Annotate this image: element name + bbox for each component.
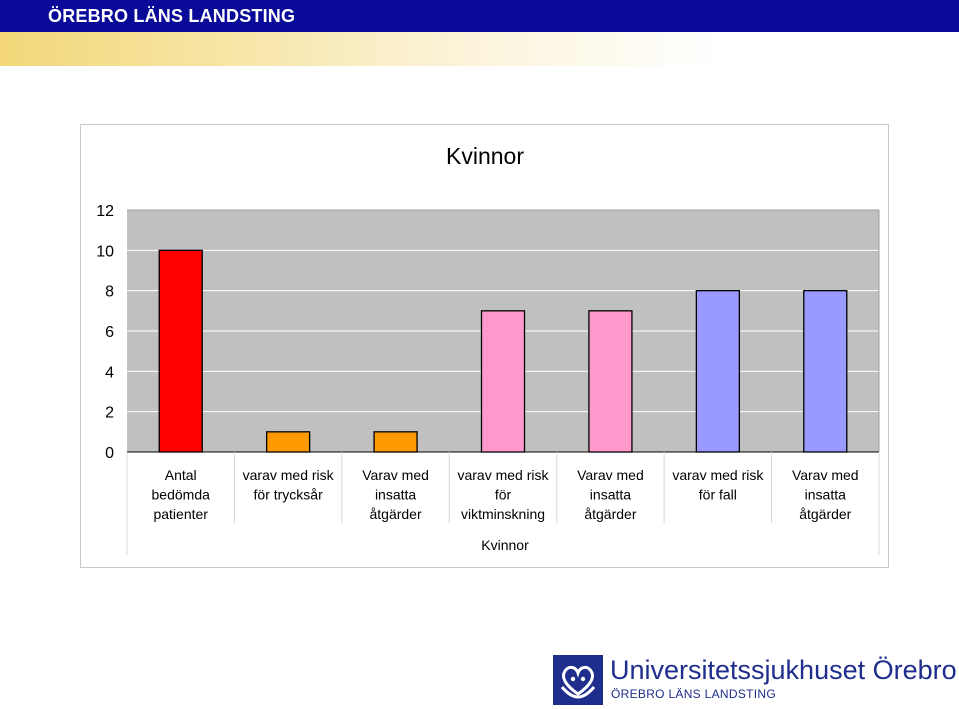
bar bbox=[158, 249, 203, 453]
hospital-logo: Universitetssjukhuset Örebro ÖREBRO LÄNS… bbox=[553, 655, 957, 705]
category-label-line: Antal bbox=[165, 467, 197, 483]
chart-frame: Kvinnor 0 2 4 6 8 10 12 Antal bedömda patienter va… bbox=[80, 124, 889, 568]
category-label-line: för trycksår bbox=[254, 487, 324, 503]
category-label-line: patienter bbox=[153, 506, 208, 522]
category-label: Antal bedömda patienter bbox=[152, 467, 211, 522]
heart-hands-logo-icon bbox=[553, 655, 603, 705]
category-label: varav med risk för trycksår bbox=[243, 467, 335, 503]
category-label: Varav med insatta åtgärder bbox=[792, 467, 859, 522]
top-banner: ÖREBRO LÄNS LANDSTING bbox=[0, 0, 959, 32]
category-label: varav med risk för viktminskning bbox=[457, 467, 549, 522]
category-label-line: insatta bbox=[375, 487, 416, 503]
category-label: varav med risk för fall bbox=[672, 467, 764, 503]
category-label-line: viktminskning bbox=[461, 506, 545, 522]
bar-chart: Kvinnor 0 2 4 6 8 10 12 Antal bedömda patienter va… bbox=[96, 143, 880, 555]
category-label: Varav med insatta åtgärder bbox=[577, 467, 644, 522]
category-label-line: åtgärder bbox=[799, 506, 851, 522]
bar bbox=[265, 431, 311, 453]
category-label-line: Varav med bbox=[362, 467, 429, 483]
category-label-line: varav med risk bbox=[243, 467, 335, 483]
y-tick-label: 6 bbox=[105, 324, 114, 341]
gold-strip bbox=[0, 32, 959, 66]
category-label-line: varav med risk bbox=[457, 467, 549, 483]
bar bbox=[695, 290, 741, 453]
y-tick-label: 8 bbox=[105, 284, 114, 301]
x-axis-title: Kvinnor bbox=[481, 537, 529, 553]
category-label-line: för fall bbox=[699, 487, 737, 503]
category-label: Varav med insatta åtgärder bbox=[362, 467, 429, 522]
category-label-line: Varav med bbox=[577, 467, 644, 483]
category-label-line: bedömda bbox=[152, 487, 211, 503]
banner-title: ÖREBRO LÄNS LANDSTING bbox=[48, 6, 296, 26]
bar bbox=[588, 310, 633, 453]
bar bbox=[803, 290, 848, 453]
y-tick-label: 0 bbox=[105, 445, 114, 462]
y-tick-label: 10 bbox=[96, 243, 114, 260]
category-label-line: varav med risk bbox=[672, 467, 764, 483]
logo-subtitle: ÖREBRO LÄNS LANDSTING bbox=[611, 687, 777, 701]
bar bbox=[373, 431, 418, 453]
y-tick-label: 12 bbox=[96, 203, 114, 220]
bar bbox=[480, 310, 526, 453]
category-label-line: Varav med bbox=[792, 467, 859, 483]
category-label-line: insatta bbox=[805, 487, 846, 503]
category-label-line: insatta bbox=[590, 487, 631, 503]
category-label-line: för bbox=[495, 487, 512, 503]
y-tick-label: 4 bbox=[105, 364, 114, 381]
category-label-line: åtgärder bbox=[584, 506, 636, 522]
logo-name: Universitetssjukhuset Örebro bbox=[610, 655, 957, 685]
plot-area: 0 2 4 6 8 10 12 Antal bedömda patienter varav med … bbox=[96, 203, 880, 555]
category-label-line: åtgärder bbox=[369, 506, 421, 522]
chart-title: Kvinnor bbox=[446, 143, 524, 169]
y-tick-label: 2 bbox=[105, 405, 114, 422]
